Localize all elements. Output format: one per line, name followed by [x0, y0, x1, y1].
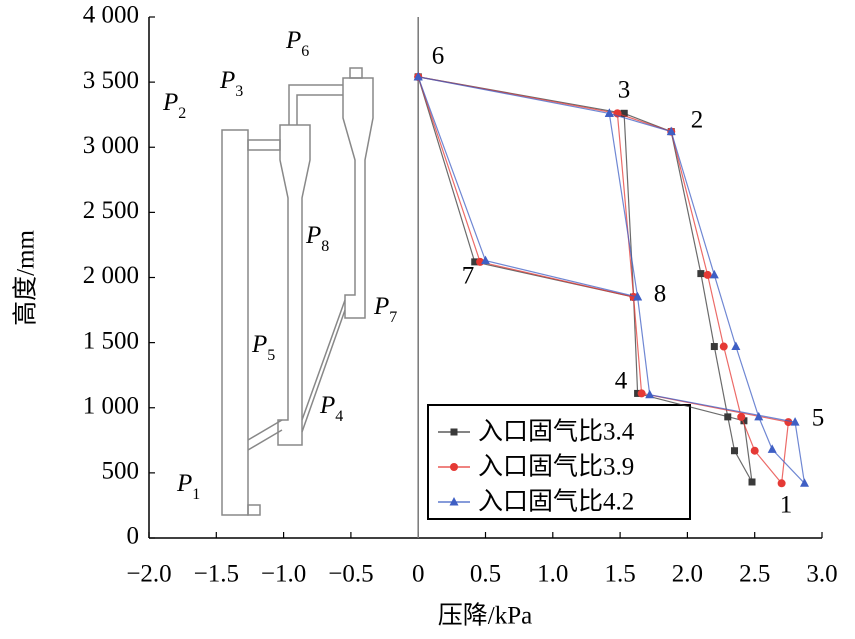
data-point: [737, 412, 746, 421]
gas-outlet: [349, 67, 363, 79]
data-point: [800, 478, 810, 487]
data-point: [731, 341, 741, 351]
data-point: [750, 446, 759, 455]
data-point: [413, 71, 423, 81]
x-axis-label: 压降/kPa: [438, 602, 532, 630]
point-label: 1: [780, 492, 793, 519]
y-tick-label: 1 500: [83, 327, 139, 354]
riser: [221, 129, 249, 516]
x-tick-label: 2.0: [672, 561, 703, 588]
x-tick-label: 1.0: [537, 561, 568, 588]
data-point: [666, 126, 676, 136]
point-label: 6: [432, 43, 445, 70]
data-point: [731, 447, 739, 455]
point-label: 8: [654, 281, 667, 308]
diagram-label-sub: 1: [192, 486, 200, 503]
point-label: 5: [812, 405, 825, 432]
legend-marker: [450, 428, 458, 436]
point-label: 3: [618, 77, 631, 104]
data-point: [710, 343, 718, 351]
point-label: 7: [462, 263, 475, 290]
diagram-label-main: P: [251, 331, 267, 358]
apparatus-diagram: [221, 67, 374, 516]
data-point: [697, 270, 705, 278]
diagram-label-main: P: [285, 27, 301, 54]
data-point: [633, 292, 643, 301]
point-label: 4: [615, 368, 628, 395]
diagram-label-main: P: [373, 293, 389, 320]
data-point: [703, 270, 712, 279]
y-tick-label: 1 000: [83, 392, 139, 419]
diagram-label: P7: [373, 293, 397, 326]
data-point: [724, 413, 732, 421]
diagram-label: P2: [162, 89, 186, 122]
cyclone-2: [342, 77, 374, 319]
inlet: [247, 504, 261, 516]
diagram-label-sub: 7: [389, 309, 397, 326]
diagram-label: P1: [176, 470, 200, 503]
data-point: [790, 417, 800, 426]
y-tick-label: 500: [102, 458, 140, 485]
data-point: [719, 342, 728, 351]
diagram-label-main: P: [305, 222, 321, 249]
riser-outlet: [247, 139, 281, 151]
diagram-label-sub: 5: [267, 347, 275, 364]
diagram-label-sub: 3: [235, 83, 243, 100]
diagram-label-main: P: [162, 89, 178, 116]
data-point: [645, 389, 655, 399]
diagram-label-sub: 6: [301, 43, 309, 60]
x-tick-label: 3.0: [806, 561, 837, 588]
data-point: [481, 255, 490, 265]
legend-marker: [449, 497, 459, 506]
y-tick-label: 3 500: [83, 67, 139, 94]
data-point: [709, 269, 719, 279]
data-point: [634, 389, 642, 397]
data-point: [754, 411, 764, 421]
diagram-label: P6: [285, 27, 309, 60]
data-point: [620, 109, 628, 117]
legend-marker: [450, 463, 458, 471]
diagram-label: P5: [251, 331, 275, 364]
data-point: [748, 478, 756, 486]
data-point: [637, 389, 646, 398]
diagram-label: P3: [219, 67, 243, 100]
diagram-label-main: P: [319, 392, 335, 419]
legend-label: 入口固气比4.2: [478, 488, 634, 516]
data-point: [604, 108, 614, 117]
y-axis-label: 高度/mm: [12, 230, 40, 326]
y-tick-label: 2 500: [83, 197, 139, 224]
data-point: [740, 417, 748, 425]
point-label: 2: [691, 107, 704, 134]
data-point: [471, 258, 479, 266]
diagram-label-main: P: [176, 470, 192, 497]
connecting-pipe: [288, 84, 343, 125]
cyclone-1: [277, 124, 311, 446]
x-tick-label: −2.0: [126, 561, 171, 588]
return-legs: [247, 299, 346, 451]
data-point: [767, 444, 777, 453]
x-tick-label: 0: [412, 561, 425, 588]
x-tick-label: −1.0: [261, 561, 306, 588]
y-tick-label: 2 000: [83, 262, 139, 289]
x-tick-label: −0.5: [328, 561, 373, 588]
diagram-label-sub: 8: [321, 238, 329, 255]
diagram-label-sub: 4: [335, 408, 343, 425]
diagram-label-main: P: [219, 67, 235, 94]
data-point: [777, 479, 786, 488]
diagram-label-sub: 2: [178, 105, 186, 122]
legend-box: [427, 404, 691, 520]
x-tick-label: 0.5: [470, 561, 501, 588]
legend-label: 入口固气比3.4: [478, 418, 635, 446]
legend-label: 入口固气比3.9: [478, 453, 634, 481]
y-tick-label: 0: [127, 523, 140, 550]
diagram-label: P4: [319, 392, 343, 425]
x-tick-label: −1.5: [194, 561, 239, 588]
diagram-label: P8: [305, 222, 329, 255]
y-tick-label: 3 000: [83, 132, 139, 159]
x-tick-label: 2.5: [739, 561, 770, 588]
x-tick-label: 1.5: [604, 561, 635, 588]
y-tick-label: 4 000: [83, 2, 139, 29]
